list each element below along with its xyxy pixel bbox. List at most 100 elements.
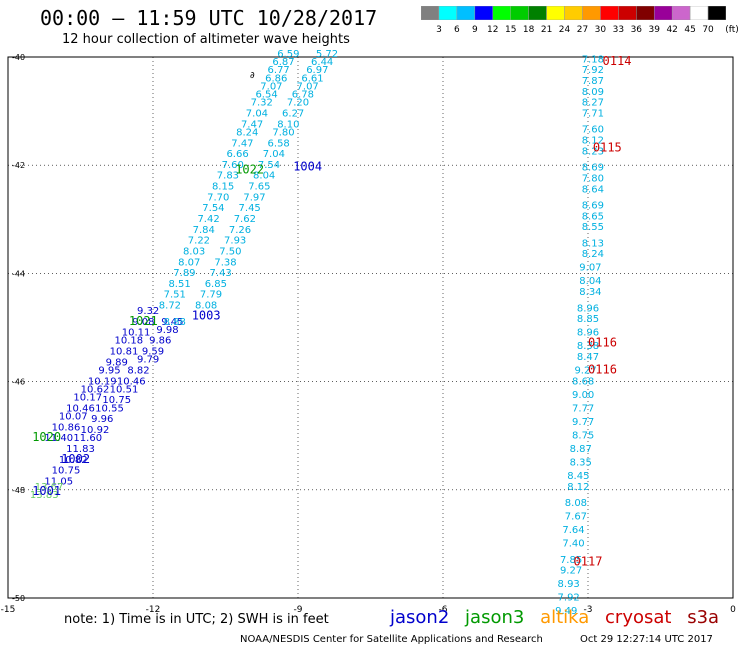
wave-height-value: 8.72 xyxy=(159,301,181,312)
pass-label: 0115 xyxy=(593,141,622,155)
colorbar-swatch xyxy=(707,6,726,20)
wave-height-value: 9.79 xyxy=(137,355,159,366)
legend-jason3: jason3 xyxy=(465,607,525,628)
wave-height-value: 8.47 xyxy=(577,352,599,363)
wave-height-value: 8.55 xyxy=(582,222,604,233)
satellite-legend: jason2 jason3 altika cryosat s3a xyxy=(390,607,729,628)
wave-height-value: 13.83 xyxy=(30,490,59,501)
x-tick-label: -15 xyxy=(1,605,16,615)
wave-height-value: 6.54 xyxy=(255,90,277,101)
wave-height-value: 7.54 xyxy=(202,203,224,214)
colorbar-label: (ft) xyxy=(725,25,739,34)
wave-height-value: 7.60 xyxy=(582,125,604,136)
wave-height-value: 8.15 xyxy=(212,182,234,193)
wave-height-value: 8.51 xyxy=(168,279,190,290)
wave-height-value: 8.23 xyxy=(582,146,604,157)
wave-height-value: 8.69 xyxy=(582,200,604,211)
wave-height-value: 9.27 xyxy=(560,566,582,577)
wave-height-value: 11.83 xyxy=(66,444,95,455)
wave-height-value: 10.55 xyxy=(95,403,124,414)
wave-height-value: 10.81 xyxy=(110,347,139,358)
wave-height-value: 7.79 xyxy=(200,290,222,301)
colorbar-label: 39 xyxy=(649,25,661,34)
colorbar-label: 42 xyxy=(666,25,677,34)
y-tick-label: -50 xyxy=(12,594,25,603)
wave-height-value: 8.12 xyxy=(582,136,604,147)
wave-height-value: 10.46 xyxy=(117,376,146,387)
wave-height-value: 8.04 xyxy=(579,276,601,287)
wave-height-value: 8.04 xyxy=(253,171,275,182)
wave-height-value: 6.86 xyxy=(265,73,287,84)
y-tick-label: -48 xyxy=(12,486,25,495)
wave-height-value: 13.67 xyxy=(35,482,64,493)
wave-height-value: 9.98 xyxy=(156,325,178,336)
wave-height-value: 6.66 xyxy=(226,149,248,160)
page-subtitle: 12 hour collection of altimeter wave hei… xyxy=(62,32,350,47)
colorbar-label: 3 xyxy=(436,25,442,34)
wave-height-value: 8.08 xyxy=(565,498,587,509)
wave-height-value: 7.47 xyxy=(231,138,253,149)
x-tick-label: -3 xyxy=(584,605,593,615)
color-scale-bar xyxy=(421,6,726,20)
x-tick-label: -12 xyxy=(146,605,161,615)
wave-height-value: 6.59 xyxy=(277,49,299,60)
wave-height-value: 7.38 xyxy=(214,257,236,268)
wave-height-value: 7.80 xyxy=(272,127,294,138)
wave-height-value: 7.07 xyxy=(260,81,282,92)
wave-height-value: 8.88 xyxy=(164,317,186,328)
wave-height-value: 7.20 xyxy=(287,98,309,109)
wave-height-value: 10.62 xyxy=(81,384,110,395)
wave-height-value: 7.51 xyxy=(164,290,186,301)
wave-height-value: 6.97 xyxy=(306,65,328,76)
wave-height-value: 10.86 xyxy=(52,422,81,433)
wave-height-value: 8.27 xyxy=(582,98,604,109)
wave-height-value: 6.44 xyxy=(311,57,333,68)
y-tick-label: -46 xyxy=(12,378,25,387)
y-tick-label: -40 xyxy=(12,53,25,62)
wave-height-value: 8.13 xyxy=(582,238,604,249)
wave-height-value: 7.62 xyxy=(234,214,256,225)
wave-height-value: 8.96 xyxy=(577,328,599,339)
wave-height-value: 7.43 xyxy=(210,268,232,279)
wave-height-value: 6.78 xyxy=(292,90,314,101)
wave-height-value: 9.96 xyxy=(91,414,113,425)
pass-label: 1001 xyxy=(32,484,61,498)
wave-height-value: 8.85 xyxy=(577,314,599,325)
pass-label: 1003 xyxy=(192,308,221,322)
wave-height-value: 10.92 xyxy=(81,425,110,436)
wave-height-value: 7.89 xyxy=(173,268,195,279)
wave-height-value: 8.24 xyxy=(582,249,604,260)
wave-height-value: 7.92 xyxy=(558,593,580,604)
wave-height-value: 9.32 xyxy=(137,306,159,317)
wave-height-value: 7.04 xyxy=(263,149,285,160)
wave-height-value: 9.07 xyxy=(579,263,601,274)
wave-height-value: 7.85 xyxy=(560,555,582,566)
colorbar-label: 24 xyxy=(559,25,571,34)
wave-height-value: 11.05 xyxy=(44,476,73,487)
wave-height-value: 7.22 xyxy=(188,236,210,247)
wave-height-value: 7.97 xyxy=(243,192,265,203)
wave-height-value: 8.65 xyxy=(582,211,604,222)
wave-height-value: 7.93 xyxy=(224,236,246,247)
wave-height-value: 6.85 xyxy=(205,279,227,290)
wave-height-value: 10.75 xyxy=(102,395,131,406)
y-tick-label: -42 xyxy=(12,161,25,170)
wave-height-value: 7.64 xyxy=(562,525,584,536)
pass-label: 0114 xyxy=(603,54,632,68)
wave-height-value: 7.80 xyxy=(582,173,604,184)
wave-height-value: 6.61 xyxy=(301,73,323,84)
wave-height-value: 9.08 xyxy=(132,317,154,328)
wave-height-value: 8.09 xyxy=(582,87,604,98)
wave-height-value: 10.07 xyxy=(59,411,88,422)
wave-height-value: 7.04 xyxy=(246,109,268,120)
wave-height-value: 10.75 xyxy=(52,466,81,477)
wave-height-value: 8.93 xyxy=(558,579,580,590)
wave-height-value: 10.18 xyxy=(115,336,144,347)
map-frame xyxy=(7,56,734,599)
footer-timestamp: Oct 29 12:27:14 UTC 2017 xyxy=(580,634,713,645)
wave-height-value: 7.54 xyxy=(258,160,280,171)
wave-height-value: 9.89 xyxy=(106,357,128,368)
wave-height-value: 6.87 xyxy=(272,57,294,68)
wave-height-value: 9.77 xyxy=(572,417,594,428)
wave-height-value: 7.32 xyxy=(251,98,273,109)
